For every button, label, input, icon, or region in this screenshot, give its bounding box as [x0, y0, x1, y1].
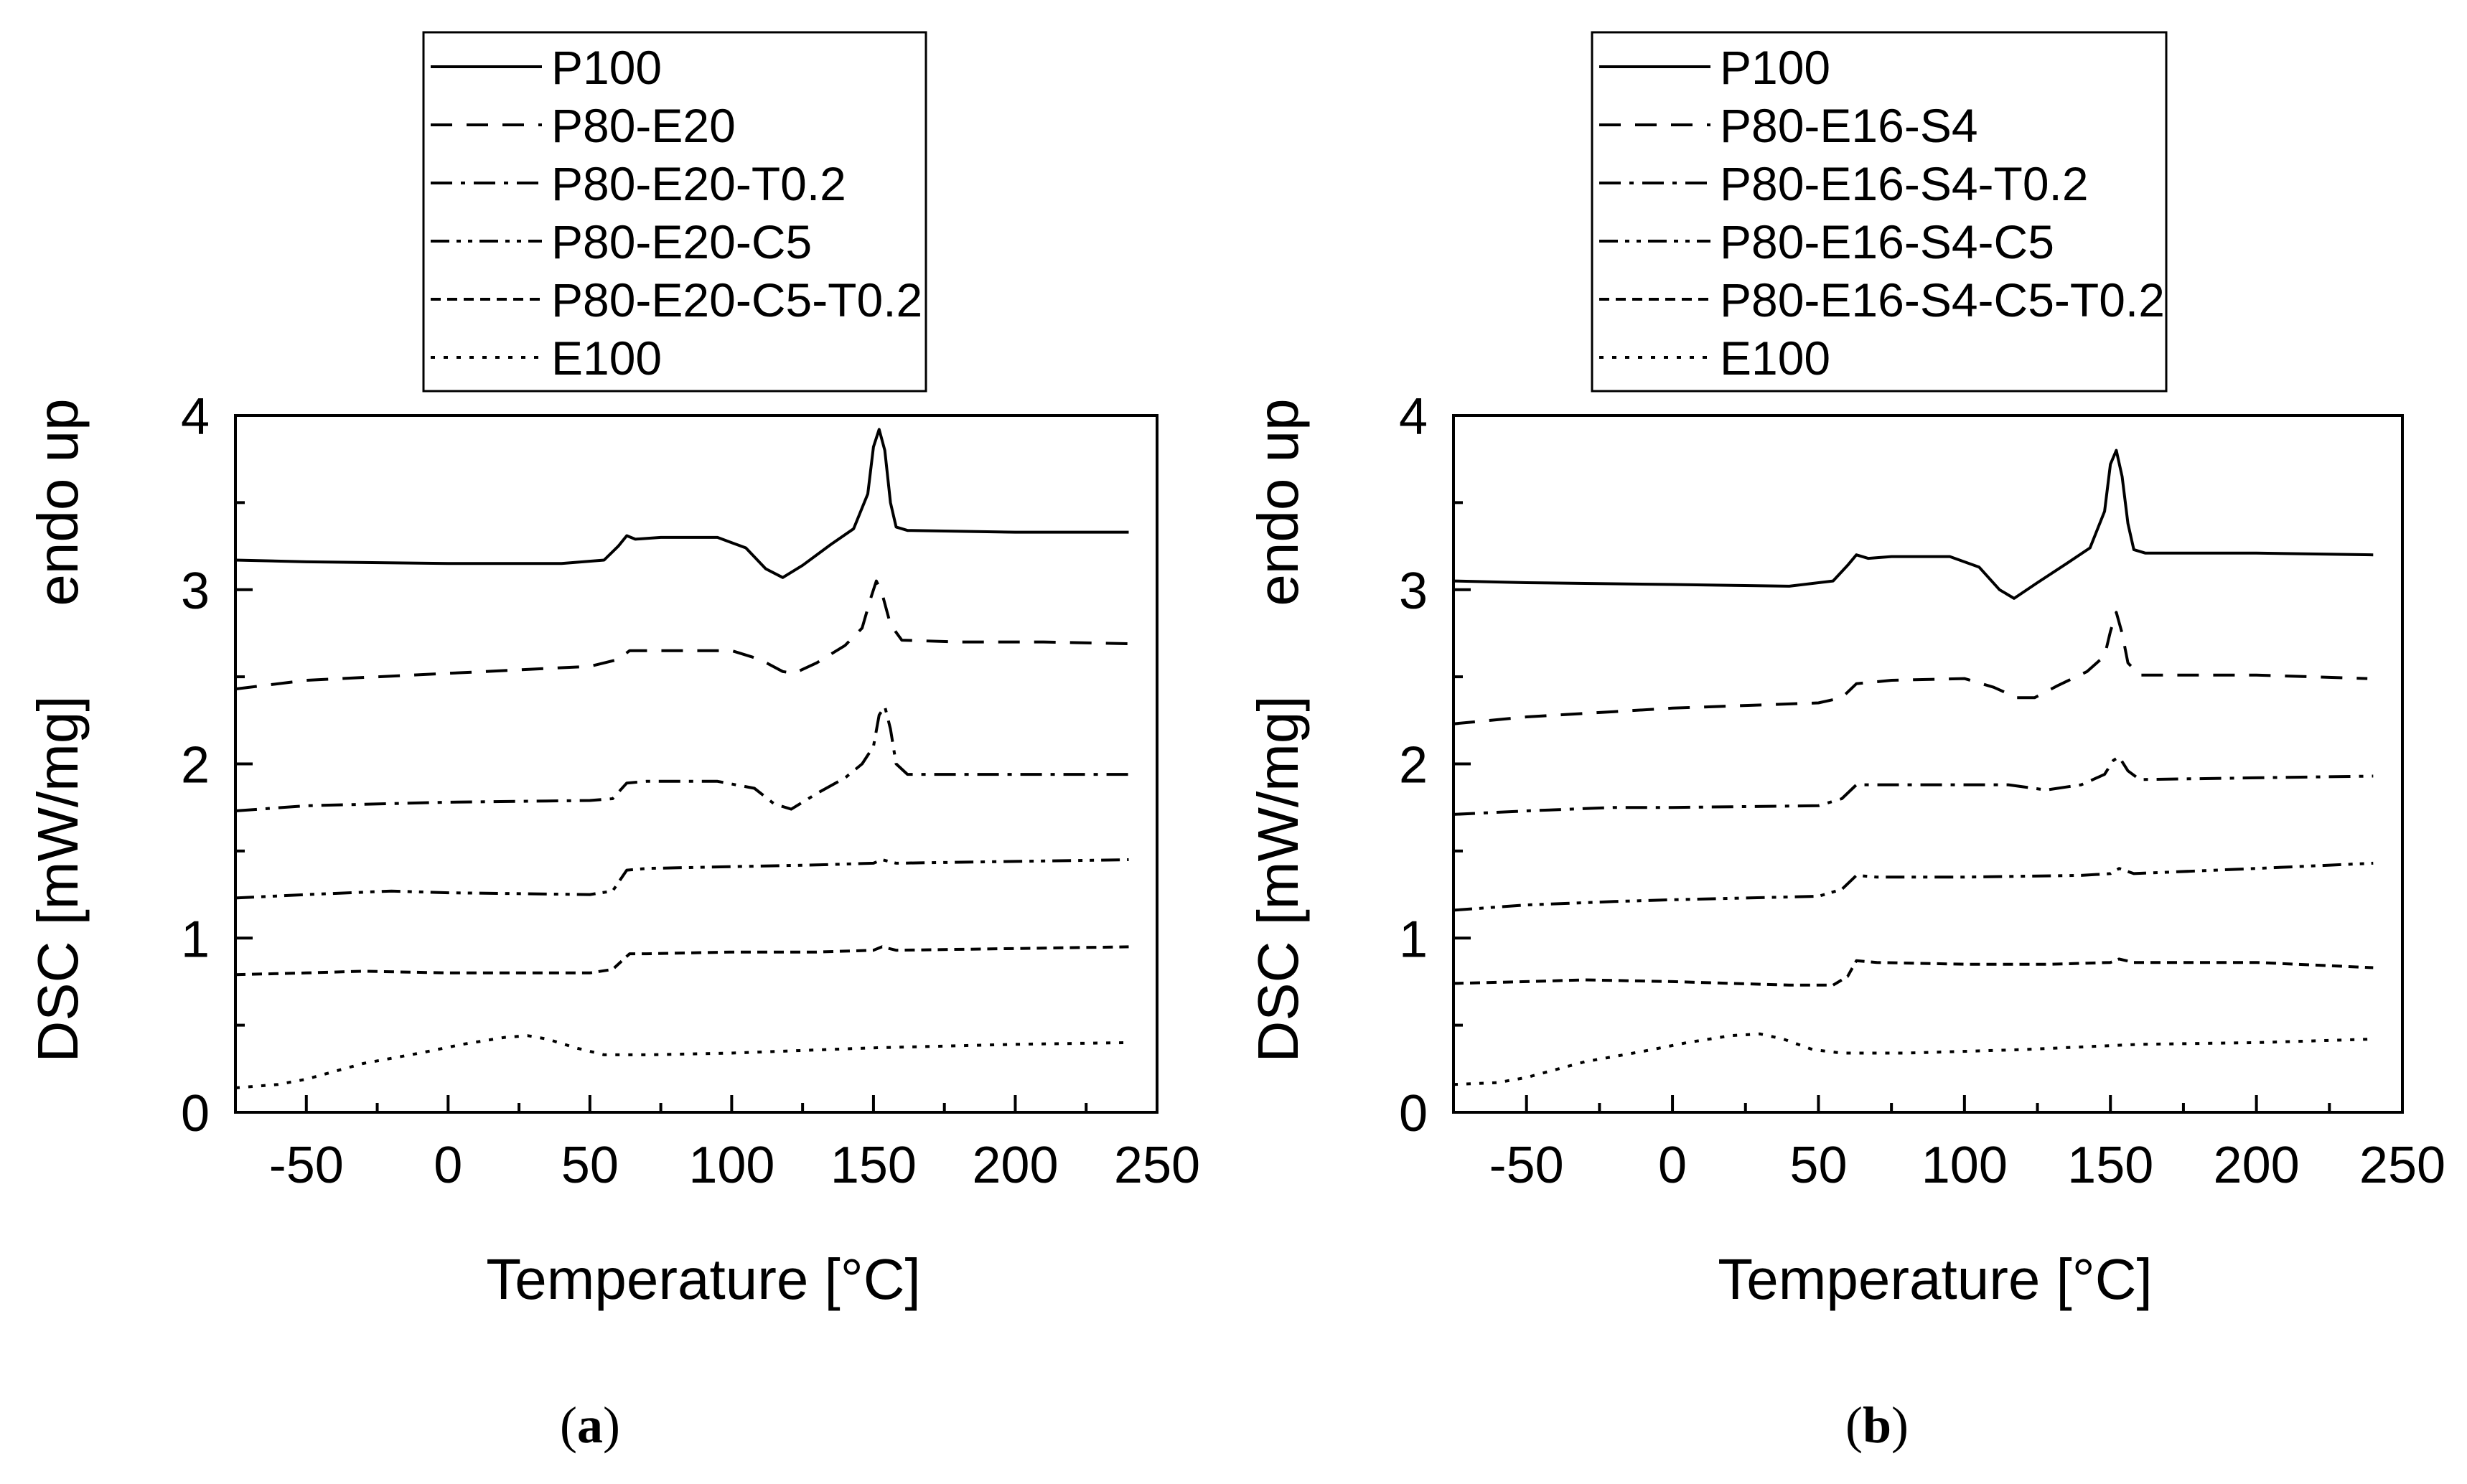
- x-tick-label: 50: [1789, 1137, 1847, 1194]
- legend-entry: P100: [551, 41, 662, 94]
- x-tick-label: 0: [1658, 1137, 1687, 1194]
- series-line-4: [235, 858, 1129, 900]
- series-line-4: [1453, 861, 2374, 912]
- y-axis-label-endo-up: endo up: [26, 398, 90, 606]
- panel-label-a: (a): [560, 1396, 620, 1455]
- series-line-1: [1453, 449, 2374, 600]
- panel-label-a-close: ): [603, 1396, 620, 1454]
- x-tick-label: 250: [1114, 1137, 1200, 1194]
- chart-panel-b: -50 0 50 100 150 200 250 0 1 2 3 4 Temperature [°C] D…: [1246, 31, 2445, 1311]
- panel-label-b-letter: b: [1862, 1396, 1892, 1454]
- x-tick-label: 150: [2067, 1137, 2153, 1194]
- chart-panel-a: -50 0 50 100 150 200 250 0 1 2 3 4 Temperature [°C] D…: [26, 31, 1200, 1311]
- panel-label-b: (b): [1845, 1396, 1909, 1455]
- series-line-2: [1453, 611, 2368, 725]
- legend-entry: E100: [1720, 332, 1830, 385]
- legend-entry: P80-E20-C5-T0.2: [551, 273, 922, 327]
- panel-label-a-letter: a: [577, 1396, 603, 1454]
- x-tick-label: 150: [830, 1137, 917, 1194]
- y-tick-label: 0: [181, 1085, 210, 1142]
- series-line-3: [235, 705, 1129, 812]
- legend-entry: P80-E16-S4: [1720, 99, 1978, 152]
- y-axis-label-endo-up: endo up: [1246, 398, 1310, 606]
- x-tick-label: 100: [1921, 1137, 2008, 1194]
- plot-frame: [1452, 414, 2404, 1114]
- y-tick-label: 2: [181, 737, 210, 794]
- y-tick-label: 3: [181, 563, 210, 620]
- y-axis-label: DSC [mW/mg]: [26, 695, 90, 1062]
- panel-label-b-close: ): [1891, 1396, 1909, 1454]
- x-tick-label: -50: [1489, 1137, 1564, 1194]
- panel-label-a-open: (: [560, 1396, 577, 1454]
- legend-entry: P80-E16-S4-C5-T0.2: [1720, 273, 2165, 327]
- series-line-2: [235, 579, 1129, 691]
- series-line-1: [235, 428, 1129, 579]
- panel-label-b-open: (: [1845, 1396, 1863, 1454]
- legend-entry: E100: [551, 332, 662, 385]
- y-tick-label: 0: [1399, 1085, 1428, 1142]
- y-tick-label: 4: [1399, 388, 1428, 446]
- y-tick-label: 1: [1399, 911, 1428, 968]
- x-tick-label: 100: [688, 1137, 774, 1194]
- legend-entry: P80-E20-C5: [551, 215, 812, 268]
- y-tick-label: 1: [181, 911, 210, 968]
- legend-entry: P80-E16-S4-T0.2: [1720, 157, 2089, 210]
- legend-box: [422, 31, 927, 393]
- legend-entry: P80-E20-T0.2: [551, 157, 846, 210]
- series-line-5: [1453, 957, 2374, 987]
- legend-entry: P80-E20: [551, 99, 736, 152]
- x-tick-label: -50: [269, 1137, 344, 1194]
- y-tick-label: 4: [181, 388, 210, 446]
- x-tick-label: 250: [2359, 1137, 2445, 1194]
- x-axis-label: Temperature [°C]: [486, 1247, 921, 1311]
- x-tick-label: 50: [561, 1137, 619, 1194]
- x-axis-label: Temperature [°C]: [1718, 1247, 2153, 1311]
- x-tick-label: 200: [2214, 1137, 2300, 1194]
- legend-entry: P80-E16-S4-C5: [1720, 215, 2054, 268]
- legend-entry: P100: [1720, 41, 1830, 94]
- y-tick-label: 2: [1399, 737, 1428, 794]
- plot-frame: [234, 414, 1158, 1114]
- series-line-5: [235, 945, 1129, 977]
- series-line-6: [1453, 1032, 2374, 1086]
- y-tick-label: 3: [1399, 563, 1428, 620]
- y-axis-label: DSC [mW/mg]: [1246, 695, 1310, 1062]
- legend-box: [1591, 31, 2168, 393]
- series-line-6: [235, 1034, 1129, 1089]
- x-tick-label: 0: [434, 1137, 462, 1194]
- x-tick-label: 200: [972, 1137, 1058, 1194]
- series-line-3: [1453, 755, 2374, 816]
